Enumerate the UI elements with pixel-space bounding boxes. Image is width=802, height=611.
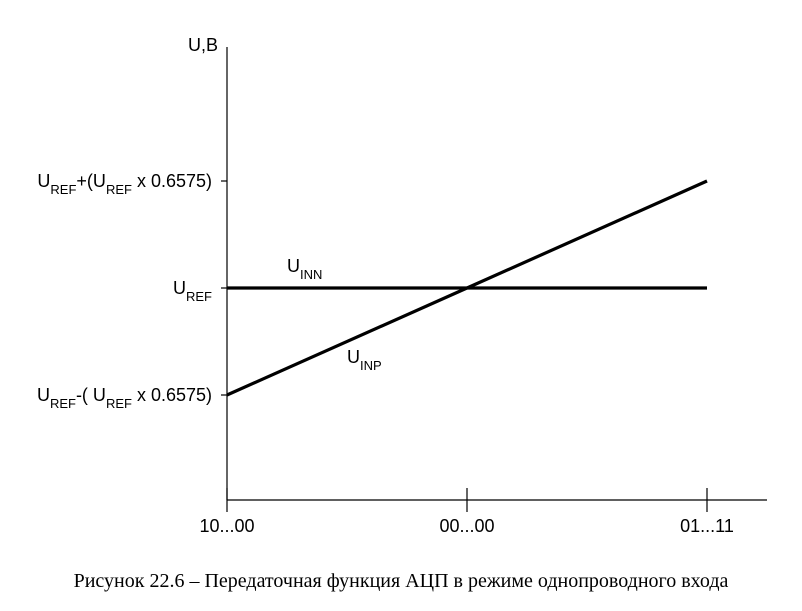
series (226, 179, 708, 397)
y-tick-label-main: U (37, 385, 50, 405)
series-line-inp (226, 179, 708, 397)
figure-caption: Рисунок 22.6 – Передаточная функция АЦП … (73, 570, 729, 592)
y-tick-label-main: U (37, 171, 50, 191)
y-tick-label: UREF+(UREF x 0.6575) (37, 171, 212, 197)
series-label-sub: INP (360, 358, 382, 373)
series-label: UINN (287, 256, 322, 282)
y-tick-label-sub: REF (50, 396, 76, 411)
x-tick-label: 00...00 (439, 516, 494, 536)
series-label-sub: INN (300, 267, 322, 282)
x-tick-label: 01...11 (680, 516, 734, 536)
x-ticks: 10...00 00...00 01...11 (199, 488, 734, 536)
x-tick-label: 10...00 (199, 516, 254, 536)
y-tick-label-tail: x 0.6575) (132, 171, 212, 191)
y-tick-label-sub2: REF (106, 396, 132, 411)
y-tick-label-tail: x 0.6575) (132, 385, 212, 405)
y-axis-label: U,B (188, 35, 218, 55)
y-tick-label-sub: REF (186, 289, 212, 304)
y-tick-label: UREF-( UREF x 0.6575) (37, 385, 212, 411)
y-tick-label-mid: +(U (76, 171, 106, 191)
y-tick-label-sub2: REF (106, 182, 132, 197)
series-label: UINP (347, 347, 382, 373)
y-tick-label: UREF (173, 278, 212, 304)
series-label-main: U (287, 256, 300, 276)
series-label-main: U (347, 347, 360, 367)
y-tick-label-main: U (173, 278, 186, 298)
y-tick-label-sub: REF (50, 182, 76, 197)
y-tick-label-mid: -( U (76, 385, 106, 405)
